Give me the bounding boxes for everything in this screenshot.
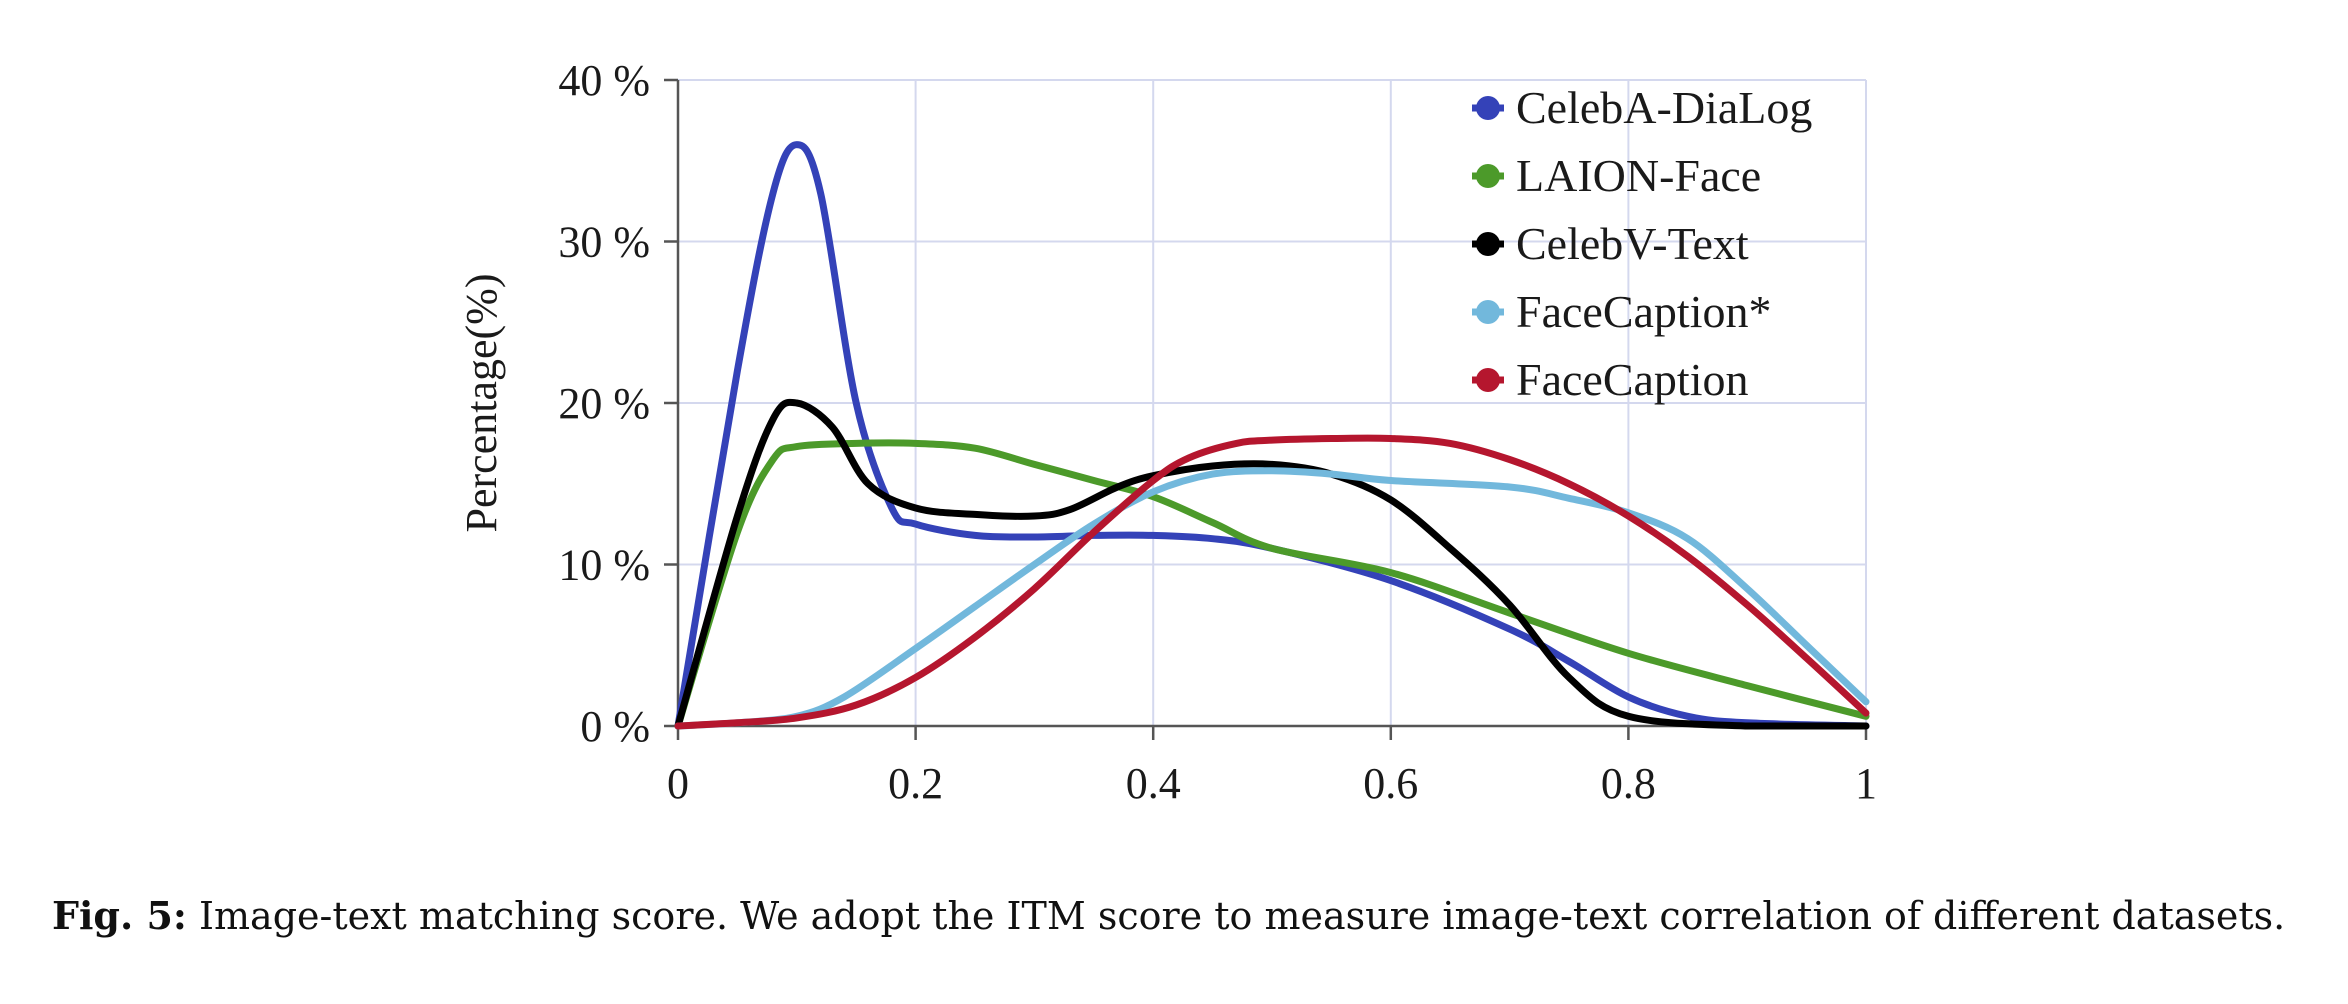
series-line-laion-face <box>674 439 1870 730</box>
y-axis-label: Percentage(%) <box>457 274 506 533</box>
legend: CelebA-DiaLog LAION-Face CelebV-Text FaceCa… <box>1472 82 1812 405</box>
figure-caption-label: Fig. 5: <box>52 893 187 938</box>
y-tick-label: 10 % <box>558 541 650 590</box>
legend-label-facecaption-star: FaceCaption* <box>1516 286 1772 337</box>
figure-caption: Fig. 5: Image-text matching score. We ad… <box>52 888 2342 944</box>
y-tick-label: 40 % <box>558 56 650 105</box>
series-line-celeba-dialog <box>674 141 1870 730</box>
x-tick-label: 0.8 <box>1601 759 1656 808</box>
grid-lines <box>678 79 1867 726</box>
x-tick-label: 0.4 <box>1126 759 1181 808</box>
line-chart: 0 % 10 % 20 % 30 % 40 % 0 0.2 0.4 0.6 0.8 1 Percen… <box>457 56 1877 808</box>
series-line-facecaption <box>674 434 1870 730</box>
legend-label-facecaption: FaceCaption <box>1516 354 1749 405</box>
legend-swatch-marker-facecaption-star <box>1476 300 1500 324</box>
legend-swatch-marker-celebv-text <box>1476 232 1500 256</box>
series-line-facecaption-star <box>674 467 1870 730</box>
x-tick-label: 1 <box>1855 759 1877 808</box>
legend-swatch-marker-laion-face <box>1476 164 1500 188</box>
legend-label-celeba-dialog: CelebA-DiaLog <box>1516 82 1812 133</box>
x-tick-label: 0.2 <box>888 759 943 808</box>
y-tick-label: 0 % <box>580 702 650 751</box>
series-lines <box>674 141 1870 730</box>
legend-label-celebv-text: CelebV-Text <box>1516 218 1749 269</box>
y-tick-label: 20 % <box>558 379 650 428</box>
legend-label-laion-face: LAION-Face <box>1516 150 1761 201</box>
tick-labels: 0 % 10 % 20 % 30 % 40 % 0 0.2 0.4 0.6 0.8 1 <box>558 56 1877 808</box>
x-tick-label: 0 <box>667 759 689 808</box>
series-line-celebv-text <box>674 398 1870 730</box>
x-tick-label: 0.6 <box>1363 759 1418 808</box>
legend-swatch-marker-celeba-dialog <box>1476 96 1500 120</box>
axes <box>664 78 1868 740</box>
y-tick-label: 30 % <box>558 218 650 267</box>
figure-caption-text: Image-text matching score. We adopt the … <box>199 894 2286 938</box>
legend-swatch-marker-facecaption <box>1476 368 1500 392</box>
